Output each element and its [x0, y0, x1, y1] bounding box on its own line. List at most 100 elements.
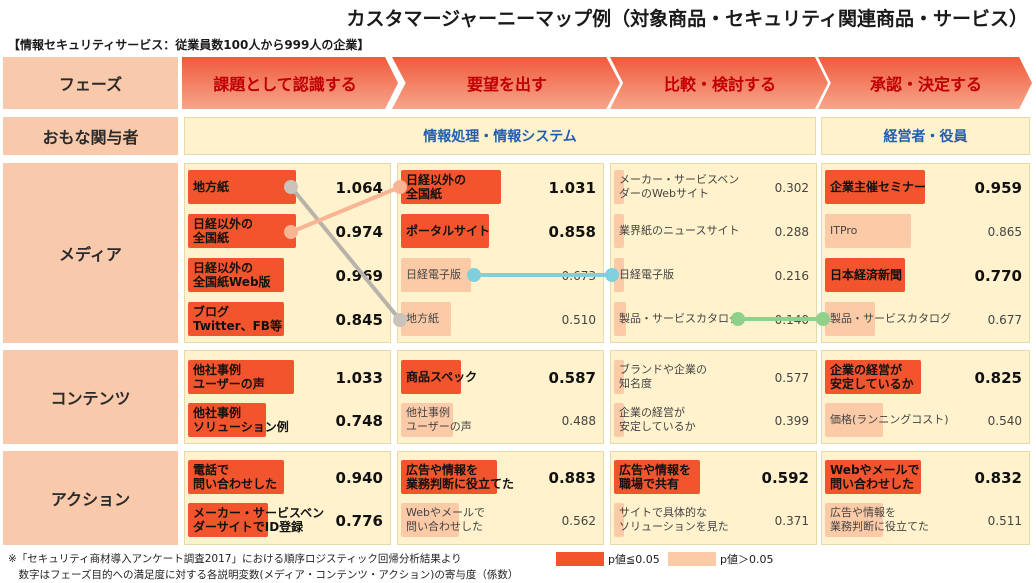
phase-arrow-request: 要望を出す	[392, 57, 620, 109]
contents-item-label: 企業の経営が 安定しているか	[619, 406, 696, 433]
legend-swatch-significant	[556, 552, 604, 566]
contents-bar	[614, 360, 624, 394]
contents-panel-compare	[610, 350, 817, 444]
media-item-value: 0.959	[974, 179, 1022, 197]
action-item-label: 広告や情報を 業務判断に役立てた	[406, 463, 515, 491]
contents-item-value: 0.748	[335, 412, 383, 430]
media-item-value: 0.288	[774, 225, 809, 239]
media-bar	[614, 214, 624, 248]
media-bar	[401, 214, 489, 248]
row-label-action: アクション	[3, 451, 178, 545]
media-bar	[188, 170, 296, 204]
media-item-label: 地方紙	[406, 312, 439, 325]
media-item-value: 0.140	[774, 313, 809, 327]
media-item-label: 製品・サービスカタログ	[830, 312, 951, 325]
media-bar	[825, 170, 925, 204]
legend-label-not-significant: p値＞0.05	[720, 553, 774, 566]
contents-item-label: 価格(ランニングコスト)	[830, 413, 949, 426]
row-label-contents: コンテンツ	[3, 350, 178, 444]
contents-bar	[188, 360, 294, 394]
action-bar	[825, 460, 921, 494]
media-item-value: 0.969	[335, 267, 383, 285]
contents-bar	[614, 403, 624, 437]
action-item-value: 0.776	[335, 512, 383, 530]
media-bar	[188, 214, 296, 248]
page-subtitle: 【情報セキュリティサービス：従業員数100人から999人の企業】	[8, 38, 370, 52]
media-item-label: ポータルサイト	[406, 224, 491, 238]
contents-bar	[401, 360, 461, 394]
contents-item-label: ブランドや企業の 知名度	[619, 363, 707, 390]
contents-bar	[401, 403, 453, 437]
action-item-label: Webやメールで 問い合わせした	[406, 506, 485, 533]
page-title: カスタマージャーニーマップ例（対象商品・セキュリティ関連商品・サービス）	[346, 8, 1028, 30]
action-item-label: 広告や情報を 職場で共有	[619, 463, 692, 491]
media-bar	[825, 258, 905, 292]
contents-item-value: 1.033	[335, 369, 383, 387]
action-item-value: 0.940	[335, 469, 383, 487]
media-item-label: 地方紙	[193, 180, 230, 194]
phase-arrow-recognize: 課題として認識する	[182, 57, 398, 109]
action-bar	[825, 503, 883, 537]
footnote-line-1: ※「セキュリティ商材導入アンケート調査2017」における順序ロジスティック回帰分…	[8, 553, 462, 565]
action-item-value: 0.371	[774, 514, 809, 528]
contents-item-value: 0.577	[774, 371, 809, 385]
action-item-value: 0.883	[548, 469, 596, 487]
action-item-label: 広告や情報を 業務判断に役立てた	[830, 506, 929, 533]
media-item-value: 0.673	[561, 269, 596, 283]
media-bar	[188, 258, 284, 292]
media-item-value: 0.845	[335, 311, 383, 329]
action-bar	[614, 503, 624, 537]
media-item-value: 0.770	[974, 267, 1022, 285]
media-item-value: 0.974	[335, 223, 383, 241]
row-label-phase: フェーズ	[3, 57, 178, 109]
contents-item-value: 0.488	[561, 414, 596, 428]
contents-item-label: 他社事例 ソリューション例	[193, 406, 289, 434]
phase-arrow-approve: 承認・決定する	[818, 57, 1032, 109]
legend-label-significant: p値≦0.05	[608, 553, 660, 566]
action-bar	[188, 503, 268, 537]
media-item-label: 業界紙のニュースサイト	[619, 224, 740, 237]
contents-item-label: 商品スペック	[406, 370, 478, 384]
contents-bar	[825, 403, 883, 437]
media-item-label: 企業主催セミナー	[830, 180, 927, 194]
media-bar	[614, 170, 624, 204]
action-item-value: 0.592	[761, 469, 809, 487]
contents-item-value: 0.540	[987, 414, 1022, 428]
media-item-label: 日経電子版	[619, 268, 674, 281]
media-item-label: メーカー・サービスベン ダーのWebサイト	[619, 173, 740, 200]
media-item-label: ブログ Twitter、FB等	[193, 305, 282, 333]
contents-item-value: 0.825	[974, 369, 1022, 387]
contents-bar	[825, 360, 921, 394]
action-bar	[188, 460, 284, 494]
row-label-media: メディア	[3, 163, 178, 343]
media-item-value: 0.865	[987, 225, 1022, 239]
action-item-value: 0.832	[974, 469, 1022, 487]
action-bar	[401, 460, 497, 494]
media-bar	[825, 214, 911, 248]
media-bar	[401, 302, 451, 336]
action-item-label: メーカー・サービスベン ダーサイトでID登録	[193, 506, 325, 534]
contents-item-label: 他社事例 ユーザーの声	[406, 406, 472, 433]
media-bar	[825, 302, 875, 336]
media-item-value: 0.302	[774, 181, 809, 195]
media-item-label: 日本経済新聞	[830, 268, 903, 282]
stakeholder-management: 経営者・役員	[821, 117, 1030, 155]
action-bar	[614, 460, 700, 494]
media-bar	[401, 258, 471, 292]
action-item-label: サイトで具体的な ソリューションを見た	[619, 506, 729, 533]
action-item-value: 0.511	[987, 514, 1022, 528]
contents-item-value: 0.587	[548, 369, 596, 387]
contents-item-value: 0.399	[774, 414, 809, 428]
media-bar	[614, 258, 624, 292]
stakeholder-it-dept: 情報処理・情報システム	[184, 117, 816, 155]
media-item-value: 1.031	[548, 179, 596, 197]
media-item-label: 日経電子版	[406, 268, 461, 281]
media-item-value: 0.510	[561, 313, 596, 327]
media-item-value: 1.064	[335, 179, 383, 197]
media-item-label: 日経以外の 全国紙Web版	[193, 261, 271, 289]
media-item-value: 0.216	[774, 269, 809, 283]
media-item-label: 日経以外の 全国紙	[193, 217, 254, 245]
media-item-label: 日経以外の 全国紙	[406, 173, 467, 201]
media-bar	[614, 302, 626, 336]
media-bar	[188, 302, 284, 336]
